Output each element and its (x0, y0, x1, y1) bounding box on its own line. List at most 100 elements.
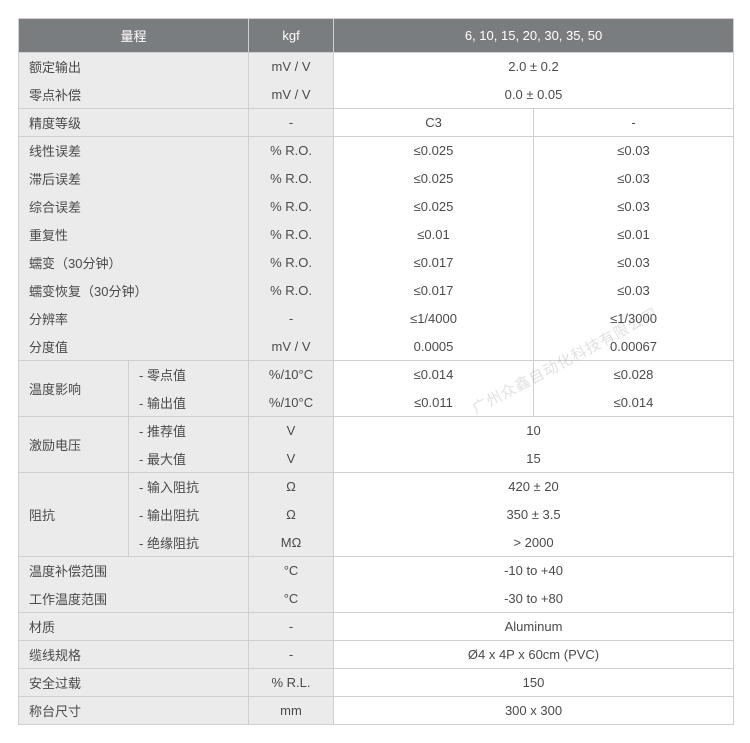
unit-rated-output: mV / V (249, 53, 334, 81)
spec-table-container: 广州众鑫自动化科技有限公司 量程 kgf 6, 10, 15, 20, 30, … (18, 18, 732, 725)
val-cable: Ø4 x 4P x 60cm (PVC) (334, 641, 734, 669)
val-repeat-2: ≤0.01 (534, 221, 734, 249)
val-creep-rec-2: ≤0.03 (534, 277, 734, 305)
val-temp-out-1: ≤0.011 (334, 389, 534, 417)
val-division-2: 0.00067 (534, 333, 734, 361)
val-creep-rec-1: ≤0.017 (334, 277, 534, 305)
label-combined: 综合误差 (19, 193, 249, 221)
row-division: 分度值 mV / V 0.0005 0.00067 (19, 333, 734, 361)
row-overload: 安全过载 % R.L. 150 (19, 669, 734, 697)
label-temp-out: - 输出值 (129, 389, 249, 417)
label-excite-max: - 最大值 (129, 445, 249, 473)
row-excite-rec: 激励电压 - 推荐值 V 10 (19, 417, 734, 445)
val-linearity-2: ≤0.03 (534, 137, 734, 165)
label-imp-out: - 输出阻抗 (129, 501, 249, 529)
unit-cable: - (249, 641, 334, 669)
label-imp-ins: - 绝缘阻抗 (129, 529, 249, 557)
unit-material: - (249, 613, 334, 641)
label-accuracy: 精度等级 (19, 109, 249, 137)
label-overload: 安全过载 (19, 669, 249, 697)
row-zero-balance: 零点补偿 mV / V 0.0 ± 0.05 (19, 81, 734, 109)
label-platform: 称台尺寸 (19, 697, 249, 725)
val-creep-1: ≤0.017 (334, 249, 534, 277)
row-material: 材质 - Aluminum (19, 613, 734, 641)
unit-resolution: - (249, 305, 334, 333)
row-temp-zero: 温度影响 - 零点值 %/10°C ≤0.014 ≤0.028 (19, 361, 734, 389)
label-resolution: 分辨率 (19, 305, 249, 333)
val-zero-balance: 0.0 ± 0.05 (334, 81, 734, 109)
label-imp-in: - 输入阻抗 (129, 473, 249, 501)
label-division: 分度值 (19, 333, 249, 361)
unit-creep: % R.O. (249, 249, 334, 277)
val-temp-comp: -10 to +40 (334, 557, 734, 585)
val-temp-op: -30 to +80 (334, 585, 734, 613)
label-temp-comp: 温度补偿范围 (19, 557, 249, 585)
val-hysteresis-1: ≤0.025 (334, 165, 534, 193)
val-creep-2: ≤0.03 (534, 249, 734, 277)
val-combined-1: ≤0.025 (334, 193, 534, 221)
unit-zero-balance: mV / V (249, 81, 334, 109)
val-imp-in: 420 ± 20 (334, 473, 734, 501)
row-creep: 蠕变（30分钟） % R.O. ≤0.017 ≤0.03 (19, 249, 734, 277)
unit-division: mV / V (249, 333, 334, 361)
unit-accuracy: - (249, 109, 334, 137)
unit-excite-max: V (249, 445, 334, 473)
label-temp-zero: - 零点值 (129, 361, 249, 389)
label-imp-group: 阻抗 (19, 473, 129, 557)
val-resolution-1: ≤1/4000 (334, 305, 534, 333)
val-overload: 150 (334, 669, 734, 697)
val-accuracy-2: - (534, 109, 734, 137)
header-unit: kgf (249, 19, 334, 53)
label-repeat: 重复性 (19, 221, 249, 249)
unit-combined: % R.O. (249, 193, 334, 221)
unit-imp-out: Ω (249, 501, 334, 529)
val-excite-rec: 10 (334, 417, 734, 445)
val-imp-out: 350 ± 3.5 (334, 501, 734, 529)
val-temp-zero-2: ≤0.028 (534, 361, 734, 389)
label-hysteresis: 滞后误差 (19, 165, 249, 193)
row-rated-output: 额定输出 mV / V 2.0 ± 0.2 (19, 53, 734, 81)
row-repeat: 重复性 % R.O. ≤0.01 ≤0.01 (19, 221, 734, 249)
row-resolution: 分辨率 - ≤1/4000 ≤1/3000 (19, 305, 734, 333)
row-temp-comp: 温度补偿范围 °C -10 to +40 (19, 557, 734, 585)
unit-excite-rec: V (249, 417, 334, 445)
unit-overload: % R.L. (249, 669, 334, 697)
val-excite-max: 15 (334, 445, 734, 473)
label-temp-op: 工作温度范围 (19, 585, 249, 613)
unit-imp-in: Ω (249, 473, 334, 501)
unit-linearity: % R.O. (249, 137, 334, 165)
row-platform: 称台尺寸 mm 300 x 300 (19, 697, 734, 725)
val-combined-2: ≤0.03 (534, 193, 734, 221)
label-linearity: 线性误差 (19, 137, 249, 165)
label-temp-group: 温度影响 (19, 361, 129, 417)
row-imp-in: 阻抗 - 输入阻抗 Ω 420 ± 20 (19, 473, 734, 501)
unit-repeat: % R.O. (249, 221, 334, 249)
val-material: Aluminum (334, 613, 734, 641)
label-creep: 蠕变（30分钟） (19, 249, 249, 277)
val-imp-ins: > 2000 (334, 529, 734, 557)
header-row: 量程 kgf 6, 10, 15, 20, 30, 35, 50 (19, 19, 734, 53)
header-range-label: 量程 (19, 19, 249, 53)
label-excite-group: 激励电压 (19, 417, 129, 473)
label-rated-output: 额定输出 (19, 53, 249, 81)
row-linearity: 线性误差 % R.O. ≤0.025 ≤0.03 (19, 137, 734, 165)
row-temp-op: 工作温度范围 °C -30 to +80 (19, 585, 734, 613)
val-platform: 300 x 300 (334, 697, 734, 725)
val-repeat-1: ≤0.01 (334, 221, 534, 249)
label-excite-rec: - 推荐值 (129, 417, 249, 445)
val-hysteresis-2: ≤0.03 (534, 165, 734, 193)
unit-temp-zero: %/10°C (249, 361, 334, 389)
row-creep-recovery: 蠕变恢复（30分钟） % R.O. ≤0.017 ≤0.03 (19, 277, 734, 305)
label-zero-balance: 零点补偿 (19, 81, 249, 109)
val-resolution-2: ≤1/3000 (534, 305, 734, 333)
row-cable: 缆线规格 - Ø4 x 4P x 60cm (PVC) (19, 641, 734, 669)
row-accuracy-class: 精度等级 - C3 - (19, 109, 734, 137)
spec-table: 量程 kgf 6, 10, 15, 20, 30, 35, 50 额定输出 mV… (18, 18, 734, 725)
val-rated-output: 2.0 ± 0.2 (334, 53, 734, 81)
val-linearity-1: ≤0.025 (334, 137, 534, 165)
unit-temp-comp: °C (249, 557, 334, 585)
unit-imp-ins: MΩ (249, 529, 334, 557)
val-temp-zero-1: ≤0.014 (334, 361, 534, 389)
label-creep-rec: 蠕变恢复（30分钟） (19, 277, 249, 305)
header-values: 6, 10, 15, 20, 30, 35, 50 (334, 19, 734, 53)
